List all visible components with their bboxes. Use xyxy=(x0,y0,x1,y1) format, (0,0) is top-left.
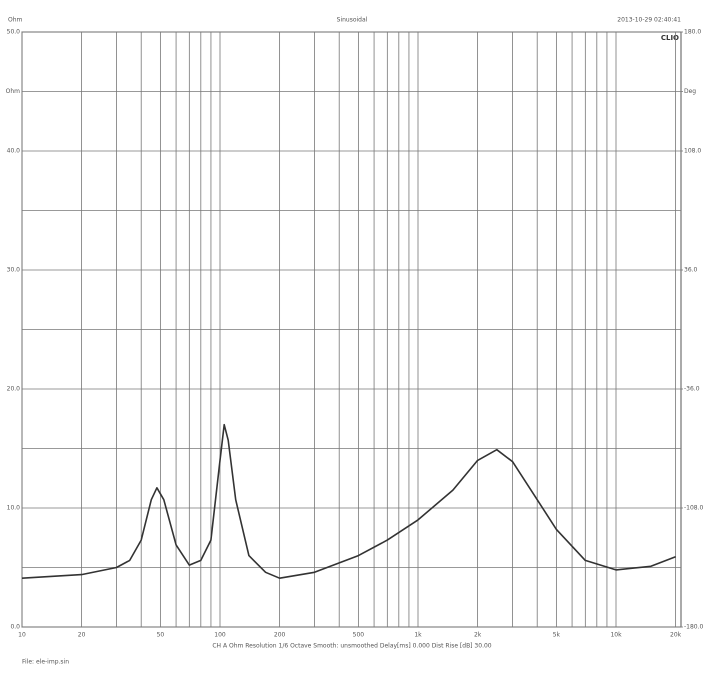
chart-title: Sinusoidal xyxy=(337,17,368,24)
y2-tick-label: 180.0 xyxy=(684,29,701,36)
x-tick-label: 2k xyxy=(474,632,482,639)
y2-tick-label: -36.0 xyxy=(684,386,700,393)
x-tick-label: 50 xyxy=(157,632,165,639)
y-tick-label: 50.0 xyxy=(7,29,21,36)
x-tick-label: 5k xyxy=(553,632,561,639)
timestamp: 2013-10-29 02:40:41 xyxy=(617,17,681,24)
logo: CLIO xyxy=(661,34,679,42)
footer: CH A Ohm Resolution 1/6 Octave Smooth: u… xyxy=(212,643,491,650)
y-tick-label: 40.0 xyxy=(7,148,21,155)
y2-tick-label: 36.0 xyxy=(684,267,698,274)
y-tick-label: 20.0 xyxy=(7,386,21,393)
x-tick-label: 10k xyxy=(610,632,622,639)
x-tick-label: 20 xyxy=(78,632,86,639)
top-left-label: Ohm xyxy=(8,17,23,24)
y2-tick-label: Deg xyxy=(684,88,696,95)
y2-tick-label: -180.0 xyxy=(684,624,704,631)
impedance-curve xyxy=(21,423,676,579)
file-name: File: ele-imp.sin xyxy=(22,659,69,666)
x-tick-label: 500 xyxy=(353,632,365,639)
x-tick-label: 200 xyxy=(274,632,286,639)
x-tick-label: 100 xyxy=(214,632,226,639)
x-tick-label: 10 xyxy=(18,632,26,639)
y-tick-label: 10.0 xyxy=(7,505,21,512)
y-tick-label: 0.0 xyxy=(10,624,20,631)
y2-tick-label: 108.0 xyxy=(684,148,701,155)
x-tick-label: 20k xyxy=(670,632,682,639)
y-tick-label: Ohm xyxy=(6,88,21,95)
y2-tick-label: -108.0 xyxy=(684,505,704,512)
x-tick-label: 1k xyxy=(414,632,422,639)
y-tick-label: 30.0 xyxy=(7,267,21,274)
